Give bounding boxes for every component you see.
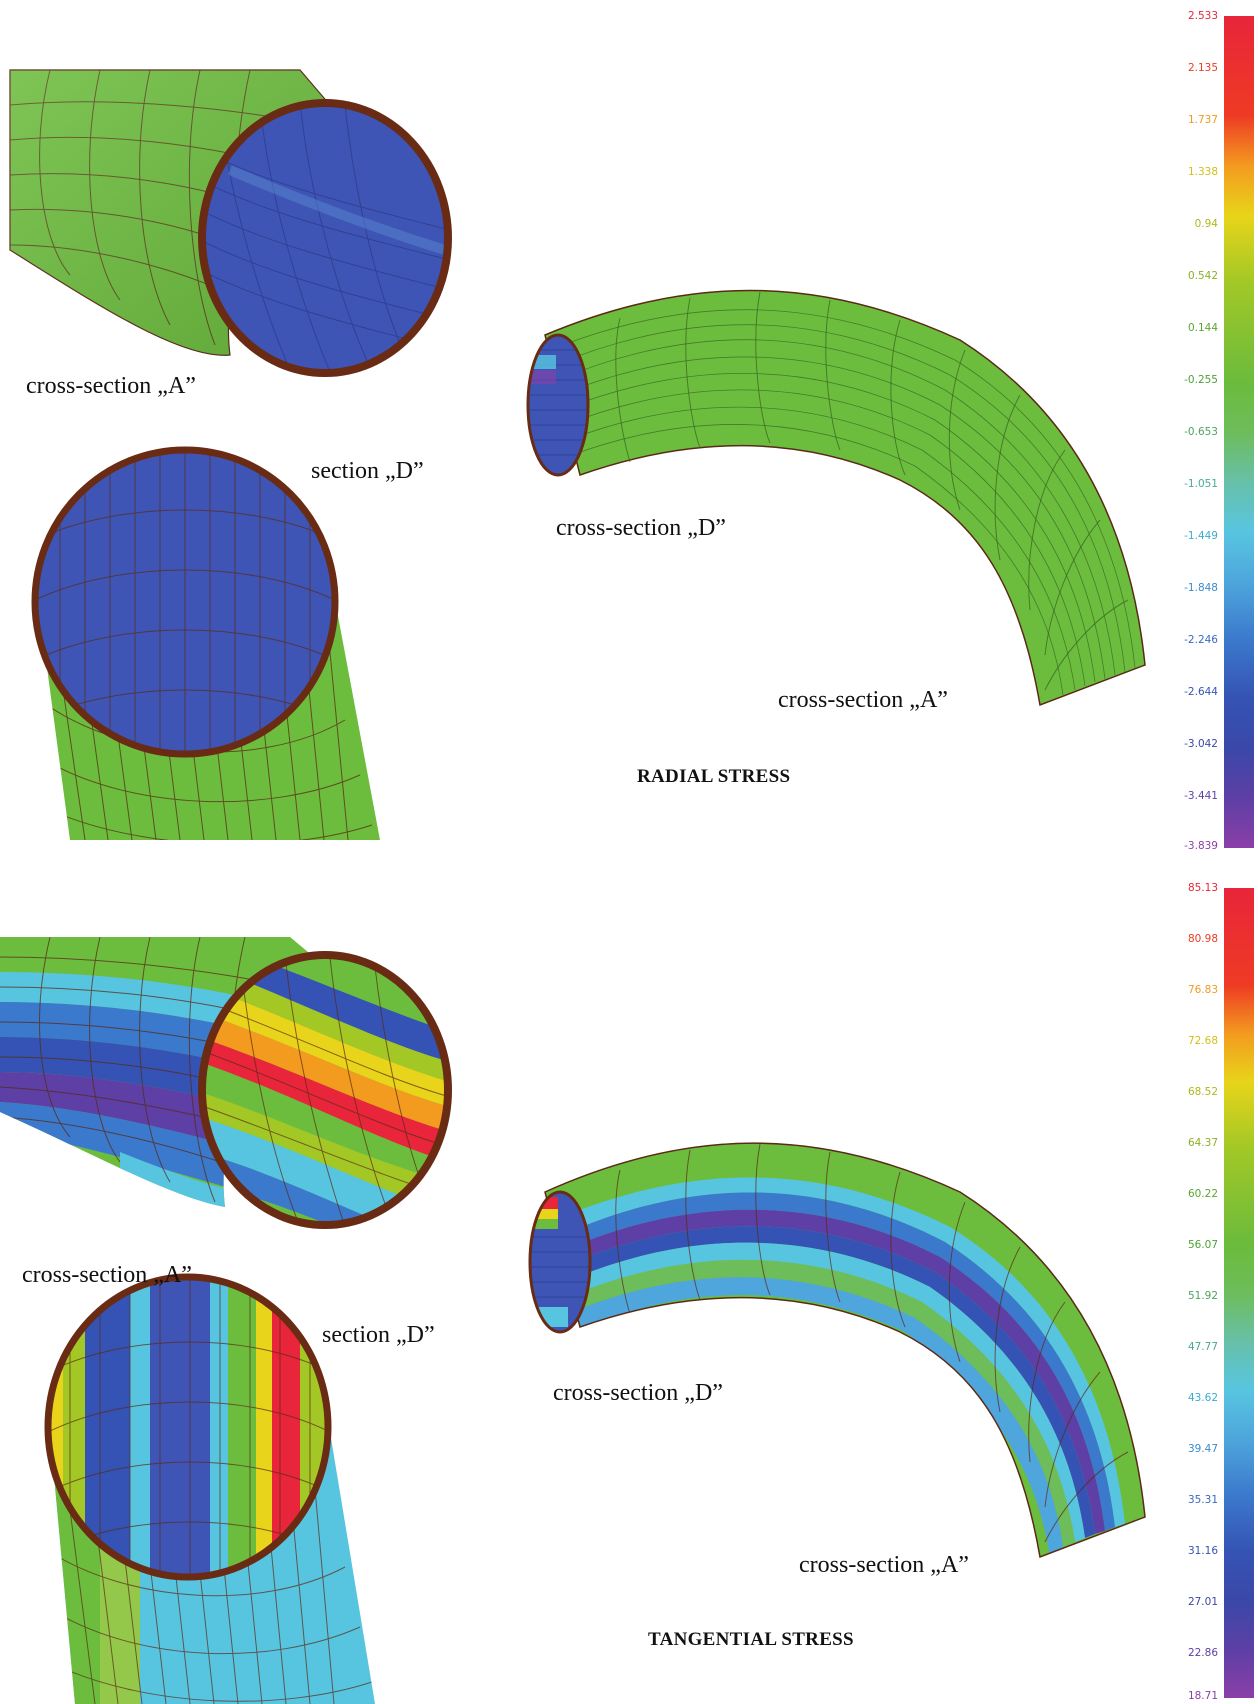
radial-stress-panel: cross-section „A” section „D” cross-sect… bbox=[9, 10, 1254, 852]
radial-tick: 2.533 bbox=[1187, 10, 1218, 22]
radial-tick: -3.441 bbox=[1184, 790, 1218, 802]
tangential-tick: 56.07 bbox=[1187, 1239, 1218, 1251]
tangential-tick: 80.98 bbox=[1187, 933, 1218, 945]
radial-tick: -0.255 bbox=[1184, 374, 1218, 386]
label-cross-section-a-closeup-t: cross-section „A” bbox=[22, 1262, 192, 1288]
tangential-tick: 22.86 bbox=[1187, 1647, 1218, 1659]
bent-pipe-tangential bbox=[528, 1142, 1146, 1559]
tangential-tick: 85.13 bbox=[1187, 882, 1218, 894]
closeup-section-d-inner-t bbox=[44, 1273, 332, 1581]
label-cross-section-d-pipe: cross-section „D” bbox=[556, 515, 726, 541]
label-cross-section-a-pipe-t: cross-section „A” bbox=[799, 1552, 969, 1578]
radial-tick: -1.051 bbox=[1184, 478, 1218, 490]
tangential-tick: 76.83 bbox=[1187, 984, 1218, 996]
radial-tick: -3.042 bbox=[1184, 738, 1218, 750]
closeup-cross-section-a-inner bbox=[198, 99, 452, 377]
tangential-tick: 39.47 bbox=[1187, 1443, 1218, 1455]
label-cross-section-d-pipe-t: cross-section „D” bbox=[553, 1380, 723, 1406]
radial-stress-title: RADIAL STRESS bbox=[637, 766, 791, 787]
radial-tick: 0.542 bbox=[1187, 270, 1218, 282]
tangential-colorbar bbox=[1224, 888, 1254, 1698]
radial-tick: 0.94 bbox=[1194, 218, 1218, 230]
radial-tick: -3.839 bbox=[1184, 840, 1218, 852]
radial-tick: -1.449 bbox=[1184, 530, 1218, 542]
tangential-tick: 35.31 bbox=[1187, 1494, 1218, 1506]
closeup-section-d-inner bbox=[31, 446, 339, 758]
label-section-d-closeup: section „D” bbox=[311, 458, 424, 484]
radial-tick: 1.737 bbox=[1187, 114, 1218, 126]
tangential-tick: 72.68 bbox=[1187, 1035, 1218, 1047]
tangential-tick: 60.22 bbox=[1187, 1188, 1218, 1200]
radial-colorbar bbox=[1224, 16, 1254, 848]
tangential-tick: 64.37 bbox=[1187, 1137, 1218, 1149]
bent-pipe-radial bbox=[526, 289, 1146, 707]
radial-tick: 1.338 bbox=[1187, 166, 1218, 178]
label-section-d-closeup-t: section „D” bbox=[322, 1322, 435, 1348]
tangential-tick: 27.01 bbox=[1187, 1596, 1218, 1608]
tangential-tick: 43.62 bbox=[1187, 1392, 1218, 1404]
tangential-tick: 18.71 bbox=[1187, 1690, 1218, 1702]
label-cross-section-a-pipe: cross-section „A” bbox=[778, 687, 948, 713]
tangential-stress-plot bbox=[0, 937, 1146, 1704]
tangential-tick: 31.16 bbox=[1187, 1545, 1218, 1557]
radial-stress-plot bbox=[9, 69, 1146, 840]
radial-tick: -1.848 bbox=[1184, 582, 1218, 594]
radial-tick: 0.144 bbox=[1187, 322, 1218, 334]
tangential-stress-panel: cross-section „A” section „D” cross-sect… bbox=[0, 852, 1258, 1704]
tangential-stress-title: TANGENTIAL STRESS bbox=[648, 1629, 854, 1650]
tangential-tick: 68.52 bbox=[1187, 1086, 1218, 1098]
closeup-cross-section-a-inner-t bbox=[198, 951, 452, 1229]
tangential-tick: 51.92 bbox=[1187, 1290, 1218, 1302]
label-cross-section-a-closeup: cross-section „A” bbox=[26, 373, 196, 399]
radial-tick: 2.135 bbox=[1187, 62, 1218, 74]
radial-tick: -2.644 bbox=[1184, 686, 1218, 698]
radial-tick: -0.653 bbox=[1184, 426, 1218, 438]
tangential-tick: 47.77 bbox=[1187, 1341, 1218, 1353]
radial-tick: -2.246 bbox=[1184, 634, 1218, 646]
